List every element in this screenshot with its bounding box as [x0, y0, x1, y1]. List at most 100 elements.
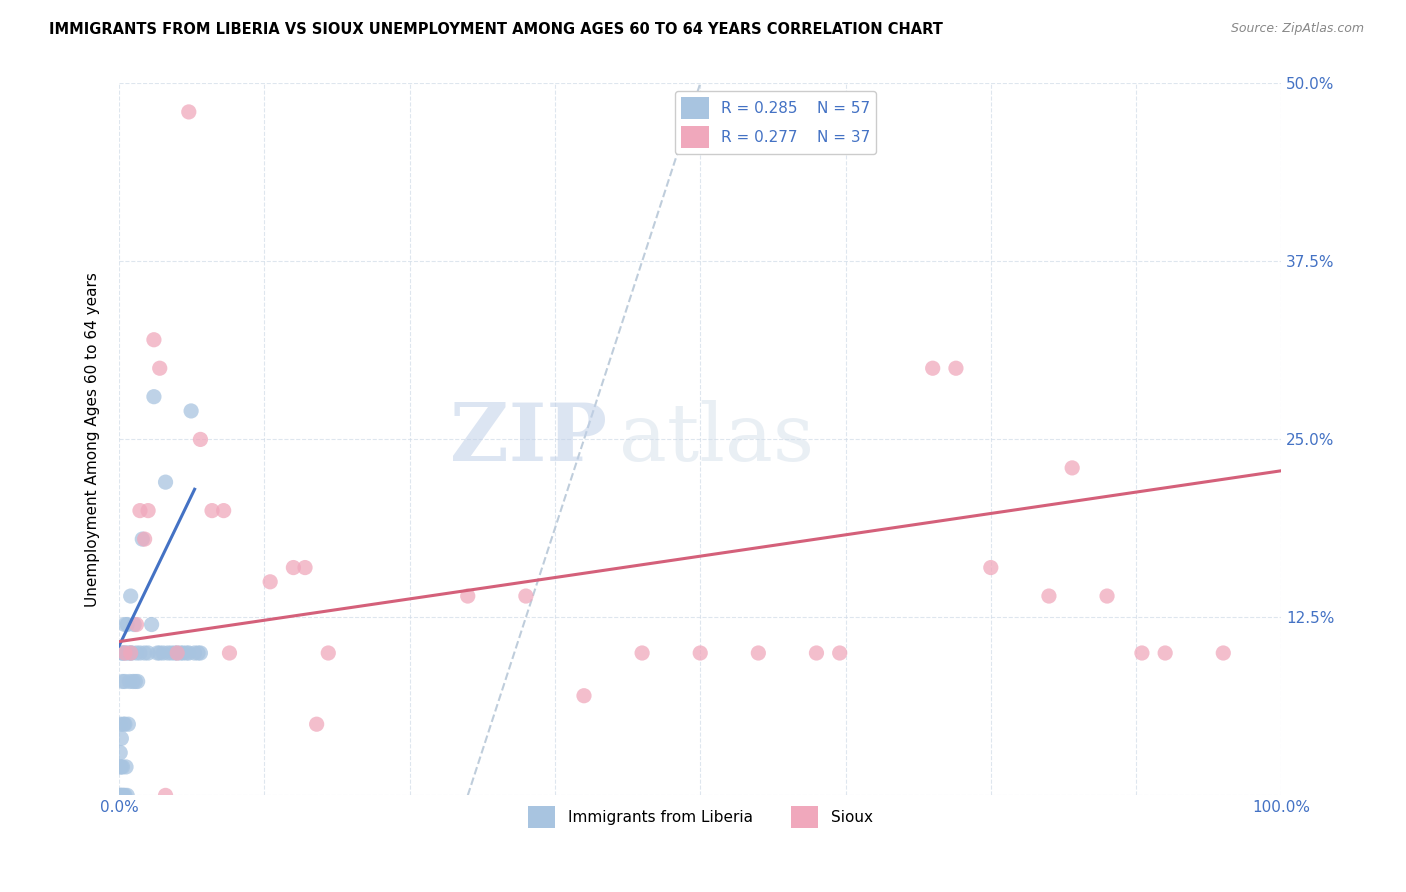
Point: [172, 646, 194, 660]
Point: [218, 646, 240, 660]
Point: [141, 617, 163, 632]
Point: [689, 646, 711, 660]
Point: [1062, 461, 1084, 475]
Point: [177, 104, 200, 119]
Point: [305, 717, 328, 731]
Point: [112, 646, 135, 660]
Point: [149, 646, 172, 660]
Point: [980, 560, 1002, 574]
Point: [1212, 646, 1234, 660]
Point: [166, 646, 188, 660]
Point: [120, 646, 142, 660]
Point: [166, 646, 188, 660]
Point: [259, 574, 281, 589]
Point: [115, 617, 138, 632]
Point: [114, 717, 136, 731]
Point: [111, 760, 134, 774]
Point: [176, 646, 198, 660]
Point: [747, 646, 769, 660]
Point: [190, 433, 212, 447]
Point: [124, 674, 146, 689]
Point: [114, 789, 136, 803]
Point: [1038, 589, 1060, 603]
Point: [828, 646, 851, 660]
Point: [146, 646, 169, 660]
Point: [110, 789, 132, 803]
Point: [316, 646, 339, 660]
Point: [921, 361, 943, 376]
Point: [108, 746, 131, 760]
Text: atlas: atlas: [619, 401, 814, 478]
Point: [572, 689, 595, 703]
Point: [190, 646, 212, 660]
Point: [163, 646, 186, 660]
Y-axis label: Unemployment Among Ages 60 to 64 years: Unemployment Among Ages 60 to 64 years: [86, 272, 100, 607]
Point: [155, 789, 177, 803]
Point: [110, 731, 132, 746]
Point: [114, 617, 136, 632]
Legend: Immigrants from Liberia, Sioux: Immigrants from Liberia, Sioux: [522, 800, 879, 834]
Point: [294, 560, 316, 574]
Point: [120, 589, 142, 603]
Point: [108, 789, 131, 803]
Point: [117, 646, 139, 660]
Point: [115, 646, 138, 660]
Point: [212, 503, 235, 517]
Point: [114, 674, 136, 689]
Point: [136, 646, 159, 660]
Text: IMMIGRANTS FROM LIBERIA VS SIOUX UNEMPLOYMENT AMONG AGES 60 TO 64 YEARS CORRELAT: IMMIGRANTS FROM LIBERIA VS SIOUX UNEMPLO…: [49, 22, 943, 37]
Point: [120, 646, 142, 660]
Text: ZIP: ZIP: [450, 401, 607, 478]
Point: [283, 560, 305, 574]
Point: [118, 674, 141, 689]
Point: [945, 361, 967, 376]
Point: [129, 503, 152, 517]
Point: [110, 646, 132, 660]
Point: [115, 789, 138, 803]
Point: [121, 646, 143, 660]
Point: [134, 646, 156, 660]
Point: [129, 646, 152, 660]
Point: [131, 532, 153, 546]
Point: [111, 674, 134, 689]
Point: [183, 646, 205, 660]
Point: [201, 503, 224, 517]
Point: [160, 646, 183, 660]
Point: [515, 589, 537, 603]
Point: [114, 646, 136, 660]
Point: [134, 532, 156, 546]
Point: [1130, 646, 1153, 660]
Point: [149, 361, 172, 376]
Point: [125, 617, 148, 632]
Point: [125, 646, 148, 660]
Point: [108, 717, 131, 731]
Point: [136, 503, 159, 517]
Point: [180, 404, 202, 418]
Point: [127, 674, 149, 689]
Point: [155, 475, 177, 490]
Text: Source: ZipAtlas.com: Source: ZipAtlas.com: [1230, 22, 1364, 36]
Point: [457, 589, 479, 603]
Point: [108, 789, 131, 803]
Point: [122, 617, 145, 632]
Point: [122, 674, 145, 689]
Point: [1095, 589, 1118, 603]
Point: [115, 760, 138, 774]
Point: [117, 717, 139, 731]
Point: [156, 646, 179, 660]
Point: [631, 646, 654, 660]
Point: [108, 760, 131, 774]
Point: [169, 646, 191, 660]
Point: [177, 646, 200, 660]
Point: [806, 646, 828, 660]
Point: [112, 717, 135, 731]
Point: [187, 646, 209, 660]
Point: [111, 789, 134, 803]
Point: [110, 760, 132, 774]
Point: [142, 333, 165, 347]
Point: [112, 789, 135, 803]
Point: [152, 646, 174, 660]
Point: [142, 390, 165, 404]
Point: [1154, 646, 1177, 660]
Point: [111, 646, 134, 660]
